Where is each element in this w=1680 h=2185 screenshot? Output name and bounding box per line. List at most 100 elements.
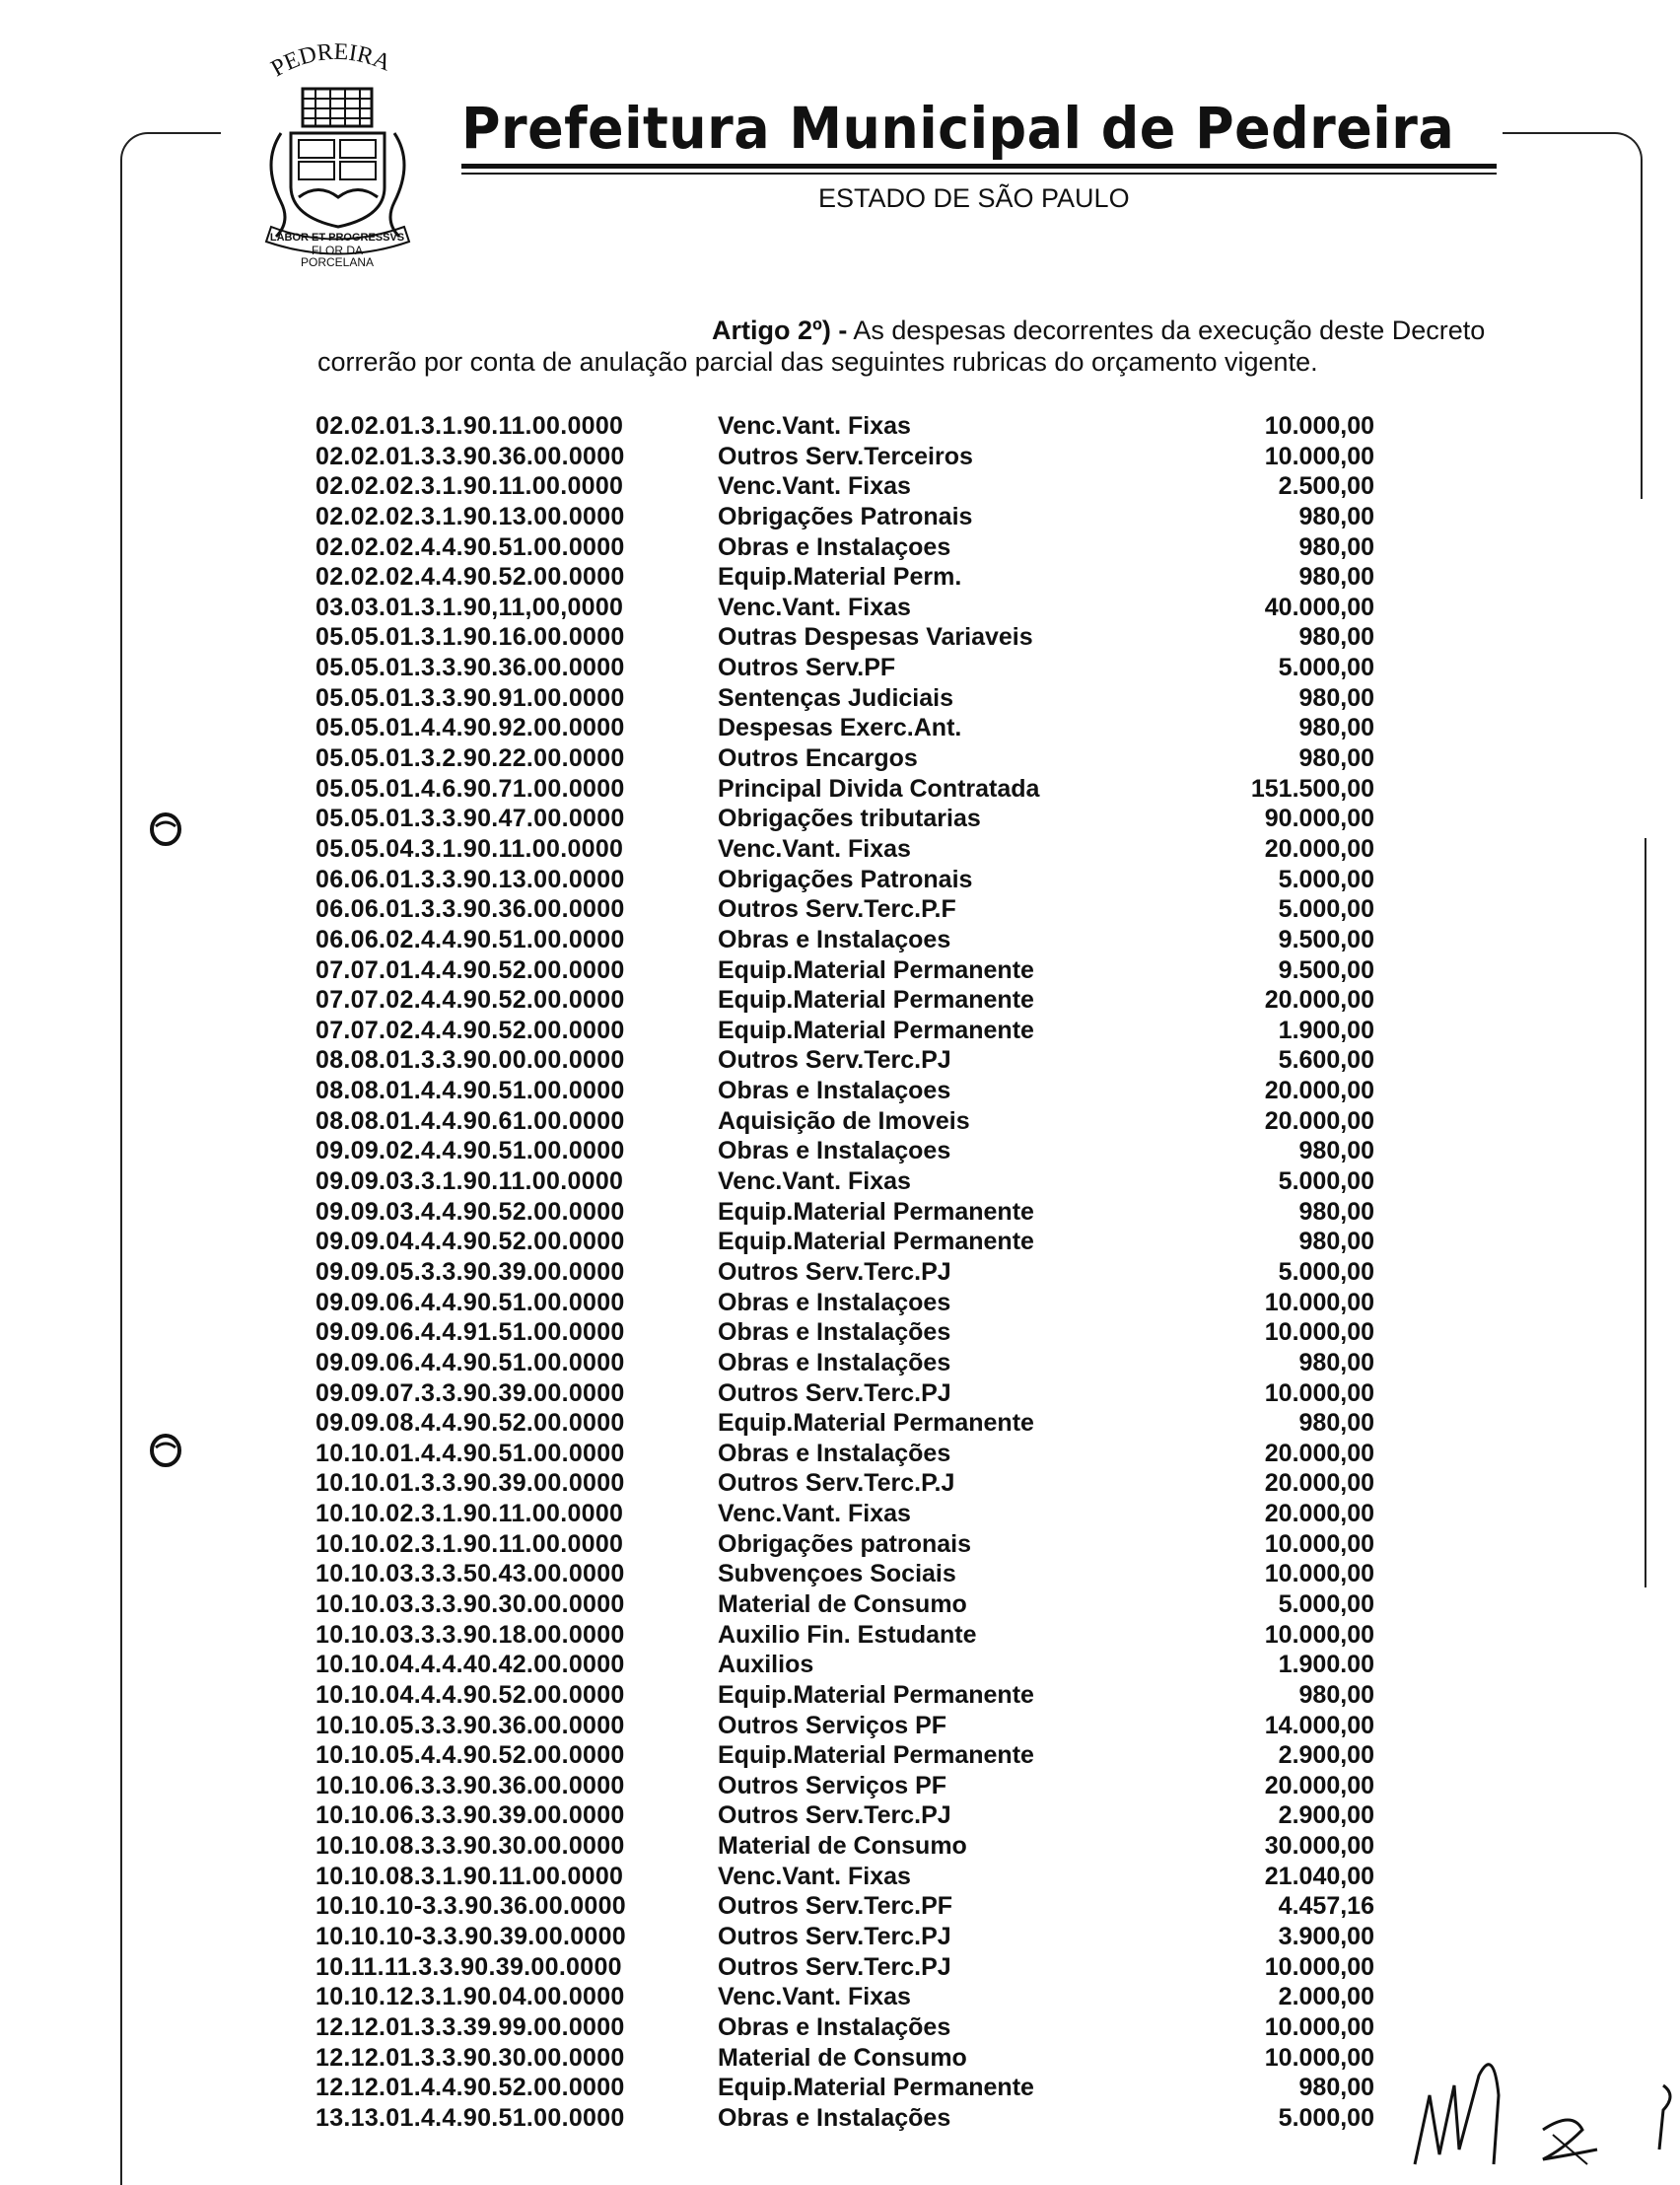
table-row: 05.05.01.3.2.90.22.00.0000 Outros Encargo… xyxy=(0,744,1680,775)
svg-text:PEDREIRA: PEDREIRA xyxy=(267,39,395,82)
budget-code: 05.05.01.3.2.90.22.00.0000 xyxy=(315,744,625,773)
expense-description: Venc.Vant. Fixas xyxy=(718,472,911,501)
budget-code: 07.07.02.4.4.90.52.00.0000 xyxy=(315,1016,625,1044)
table-row: 02.02.01.3.1.90.11.00.0000 Venc.Vant. Fix… xyxy=(0,412,1680,443)
amount-value: 980,00 xyxy=(1298,1137,1374,1165)
expense-description: Equip.Material Permanente xyxy=(718,1741,1034,1770)
budget-code: 10.10.10-3.3.90.39.00.0000 xyxy=(315,1923,627,1951)
table-row: 09.09.08.4.4.90.52.00.0000 Equip.Material… xyxy=(0,1409,1680,1440)
table-row: 09.09.03.4.4.90.52.00.0000 Equip.Material… xyxy=(0,1198,1680,1229)
amount-value: 10.000,00 xyxy=(1264,2043,1374,2072)
table-row: 10.10.03.3.3.50.43.00.0000 Subvençoes Soc… xyxy=(0,1560,1680,1590)
budget-code: 09.09.06.4.4.90.51.00.0000 xyxy=(315,1288,625,1316)
budget-code: 05.05.01.3.3.90.91.00.0000 xyxy=(315,683,625,712)
table-row: 09.09.04.4.4.90.52.00.0000 Equip.Material… xyxy=(0,1228,1680,1258)
budget-code: 10.10.05.3.3.90.36.00.0000 xyxy=(315,1711,625,1739)
budget-code: 08.08.01.4.4.90.61.00.0000 xyxy=(315,1106,625,1135)
expense-description: Equip.Material Permanente xyxy=(718,1409,1034,1438)
amount-value: 980,00 xyxy=(1298,744,1374,773)
budget-code: 10.10.04.4.4.90.52.00.0000 xyxy=(315,1680,625,1709)
amount-value: 5.000,00 xyxy=(1278,895,1374,924)
amount-value: 10.000,00 xyxy=(1264,412,1374,440)
expense-description: Material de Consumo xyxy=(718,2043,967,2072)
budget-code: 10.10.04.4.4.40.42.00.0000 xyxy=(315,1651,625,1679)
expense-description: Outros Serviços PF xyxy=(718,1711,947,1739)
handwritten-signature xyxy=(1413,2063,1672,2165)
table-row: 09.09.06.4.4.90.51.00.0000 Obras e Instal… xyxy=(0,1349,1680,1379)
expense-description: Obras e Instalações xyxy=(718,2103,951,2132)
amount-value: 5.000,00 xyxy=(1278,654,1374,682)
budget-code: 09.09.03.3.1.90.11.00.0000 xyxy=(315,1167,624,1196)
budget-code: 10.10.05.4.4.90.52.00.0000 xyxy=(315,1741,625,1770)
table-row: 08.08.01.3.3.90.00.00.0000 Outros Serv.Te… xyxy=(0,1046,1680,1077)
budget-code: 02.02.02.4.4.90.51.00.0000 xyxy=(315,532,625,561)
amount-value: 980,00 xyxy=(1298,2074,1374,2102)
table-row: 10.10.06.3.3.90.39.00.0000 Outros Serv.Te… xyxy=(0,1801,1680,1832)
budget-code: 08.08.01.3.3.90.00.00.0000 xyxy=(315,1046,625,1075)
table-row: 12.12.01.3.3.90.30.00.0000 Material de Co… xyxy=(0,2044,1680,2075)
budget-code: 03.03.01.3.1.90,11,00,0000 xyxy=(315,593,624,621)
budget-code: 10.10.06.3.3.90.36.00.0000 xyxy=(315,1771,625,1799)
amount-value: 980,00 xyxy=(1298,1228,1374,1256)
table-row: 07.07.02.4.4.90.52.00.0000 Equip.Material… xyxy=(0,986,1680,1017)
budget-code: 05.05.01.4.4.90.92.00.0000 xyxy=(315,714,625,742)
table-row: 09.09.07.3.3.90.39.00.0000 Outros Serv.Te… xyxy=(0,1379,1680,1410)
expense-description: Equip.Material Permanente xyxy=(718,2074,1034,2102)
expense-description: Venc.Vant. Fixas xyxy=(718,1500,911,1528)
expense-description: Outros Serviços PF xyxy=(718,1771,947,1799)
budget-code: 05.05.01.3.1.90.16.00.0000 xyxy=(315,623,625,652)
budget-code: 10.10.02.3.1.90.11.00.0000 xyxy=(315,1529,624,1558)
expense-description: Equip.Material Perm. xyxy=(718,563,962,592)
expense-description: Outros Serv.Terc.PJ xyxy=(718,1801,951,1830)
amount-value: 5.000,00 xyxy=(1278,1167,1374,1196)
amount-value: 20.000,00 xyxy=(1264,1106,1374,1135)
amount-value: 980,00 xyxy=(1298,683,1374,712)
amount-value: 9.500,00 xyxy=(1278,925,1374,953)
table-row: 09.09.02.4.4.90.51.00.0000 Obras e Instal… xyxy=(0,1137,1680,1167)
article-text-1: As despesas decorrentes da execução dest… xyxy=(847,316,1486,345)
frame-line-right xyxy=(1645,838,1646,1587)
amount-value: 980,00 xyxy=(1298,1680,1374,1709)
amount-value: 21.040,00 xyxy=(1264,1862,1374,1890)
budget-code: 09.09.02.4.4.90.51.00.0000 xyxy=(315,1137,625,1165)
expense-description: Obrigações Patronais xyxy=(718,865,973,893)
table-row: 06.06.01.3.3.90.13.00.0000 Obrigações Pat… xyxy=(0,866,1680,896)
table-row: 05.05.01.3.1.90.16.00.0000 Outras Despesa… xyxy=(0,623,1680,654)
table-row: 05.05.01.3.3.90.91.00.0000 Sentenças Judi… xyxy=(0,684,1680,715)
page-title: Prefeitura Municipal de Pedreira xyxy=(461,95,1455,162)
amount-value: 20.000,00 xyxy=(1264,1439,1374,1467)
amount-value: 14.000,00 xyxy=(1264,1711,1374,1739)
budget-code: 10.10.08.3.3.90.30.00.0000 xyxy=(315,1832,625,1861)
budget-code: 06.06.01.3.3.90.13.00.0000 xyxy=(315,865,625,893)
frame-line-left xyxy=(120,132,221,2185)
budget-code: 10.10.08.3.1.90.11.00.0000 xyxy=(315,1862,624,1890)
svg-text:PORCELANA: PORCELANA xyxy=(301,255,374,266)
expense-description: Obrigações Patronais xyxy=(718,502,973,530)
amount-value: 10.000,00 xyxy=(1264,1952,1374,1981)
budget-code: 05.05.01.3.3.90.36.00.0000 xyxy=(315,654,625,682)
budget-code: 10.10.01.4.4.90.51.00.0000 xyxy=(315,1439,625,1467)
amount-value: 980,00 xyxy=(1298,1197,1374,1226)
table-row: 10.11.11.3.3.90.39.00.0000 Outros Serv.Te… xyxy=(0,1953,1680,1984)
table-row: 10.10.05.3.3.90.36.00.0000 Outros Serviço… xyxy=(0,1712,1680,1742)
budget-code: 05.05.01.4.6.90.71.00.0000 xyxy=(315,774,625,803)
expense-description: Material de Consumo xyxy=(718,1589,967,1618)
table-row: 09.09.06.4.4.91.51.00.0000 Obras e Instal… xyxy=(0,1318,1680,1349)
table-row: 10.10.02.3.1.90.11.00.0000 Obrigações pat… xyxy=(0,1530,1680,1561)
amount-value: 90.000,00 xyxy=(1264,805,1374,833)
amount-value: 30.000,00 xyxy=(1264,1832,1374,1861)
amount-value: 10.000,00 xyxy=(1264,1620,1374,1649)
budget-code: 10.10.03.3.3.90.18.00.0000 xyxy=(315,1620,625,1649)
article-line-2: correrão por conta de anulação parcial d… xyxy=(317,347,1318,377)
expense-description: Material de Consumo xyxy=(718,1832,967,1861)
expense-description: Obras e Instalaçoes xyxy=(718,532,951,561)
budget-code: 12.12.01.4.4.90.52.00.0000 xyxy=(315,2074,625,2102)
title-rule-thin xyxy=(461,173,1497,175)
table-row: 10.10.04.4.4.40.42.00.0000 Auxilios 1.900.… xyxy=(0,1651,1680,1681)
table-row: 02.02.02.4.4.90.52.00.0000 Equip.Material… xyxy=(0,563,1680,594)
crest-motto: LABOR ET PROGRESSVS xyxy=(270,232,404,244)
budget-code: 10.10.10-3.3.90.36.00.0000 xyxy=(315,1892,627,1921)
amount-value: 10.000,00 xyxy=(1264,2012,1374,2041)
expense-description: Obras e Instalações xyxy=(718,1318,951,1347)
amount-value: 5.000,00 xyxy=(1278,865,1374,893)
